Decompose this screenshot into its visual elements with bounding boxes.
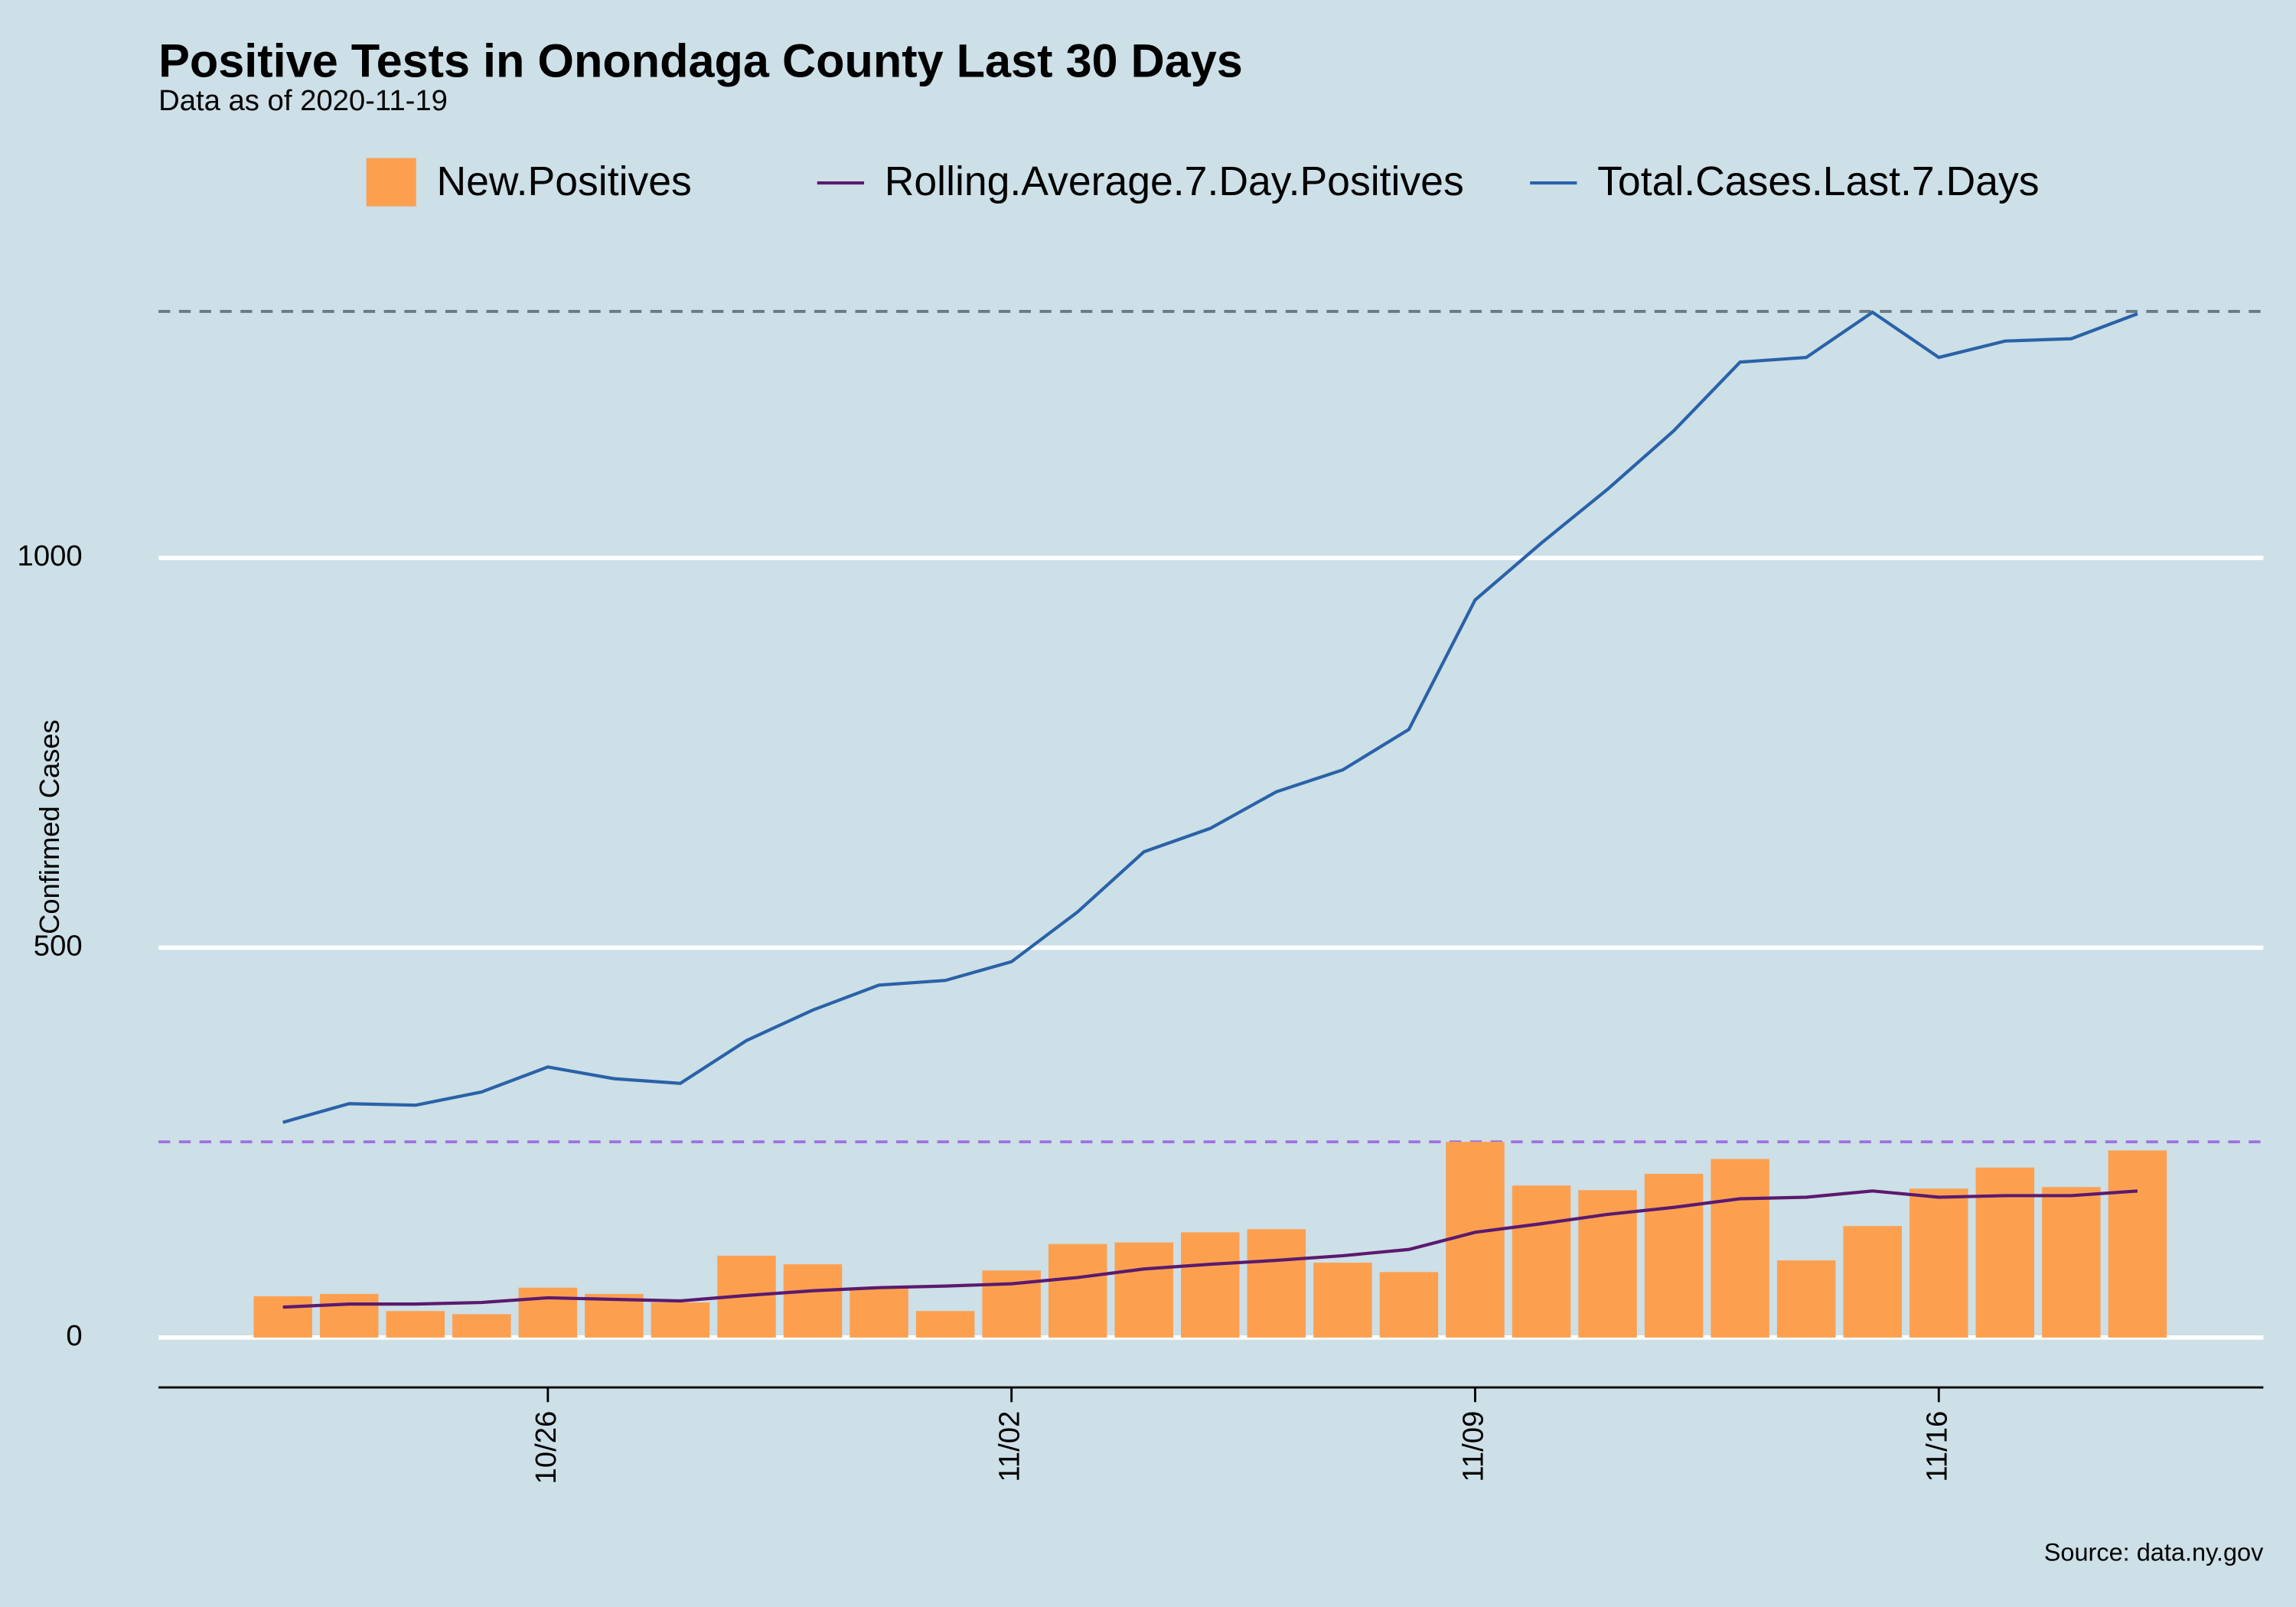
source: Source: data.ny.gov	[2044, 1539, 2264, 1566]
legend-label: Total.Cases.Last.7.Days	[1597, 159, 2039, 204]
bar	[1711, 1159, 1769, 1338]
line	[282, 310, 2138, 1124]
bar	[2042, 1187, 2101, 1338]
bar	[651, 1302, 710, 1338]
legend-label: Rolling.Average.7.Day.Positives	[885, 159, 1464, 204]
bar	[1512, 1185, 1571, 1338]
bar	[1910, 1188, 1968, 1338]
legend-label: New.Positives	[436, 159, 691, 204]
bar	[1776, 1260, 1836, 1338]
x-tick-label: 11/02	[993, 1411, 1026, 1482]
bar	[1114, 1242, 1173, 1338]
bar	[850, 1287, 908, 1338]
bar	[319, 1293, 379, 1338]
bar	[1975, 1167, 2035, 1338]
line	[282, 1189, 2138, 1309]
y-axis-label: Confirmed Cases	[34, 719, 65, 934]
bar	[452, 1314, 511, 1338]
bar	[386, 1311, 445, 1338]
x-tick-label: 11/16	[1920, 1411, 1953, 1482]
bar	[253, 1296, 312, 1338]
bar	[915, 1311, 975, 1338]
bar	[783, 1264, 843, 1338]
bar	[2108, 1150, 2167, 1338]
bar	[1313, 1263, 1372, 1338]
bar	[518, 1287, 578, 1338]
bar	[1247, 1229, 1306, 1338]
legend-swatch	[366, 158, 416, 207]
x-tick-label: 10/26	[530, 1411, 563, 1485]
y-tick-label: 0	[66, 1319, 82, 1352]
bar	[1048, 1244, 1107, 1338]
bar	[1379, 1272, 1439, 1338]
y-tick-label: 500	[34, 930, 83, 963]
x-tick-label: 11/09	[1457, 1411, 1490, 1482]
chart-title: Positive Tests in Onondaga County Last 3…	[158, 34, 1243, 86]
y-tick-label: 1000	[18, 539, 83, 572]
bar	[1181, 1232, 1240, 1338]
bar	[1644, 1173, 1704, 1338]
bar	[1843, 1226, 1902, 1338]
bar	[1446, 1142, 1505, 1338]
chart-subtitle: Data as of 2020-11-19	[158, 84, 448, 117]
